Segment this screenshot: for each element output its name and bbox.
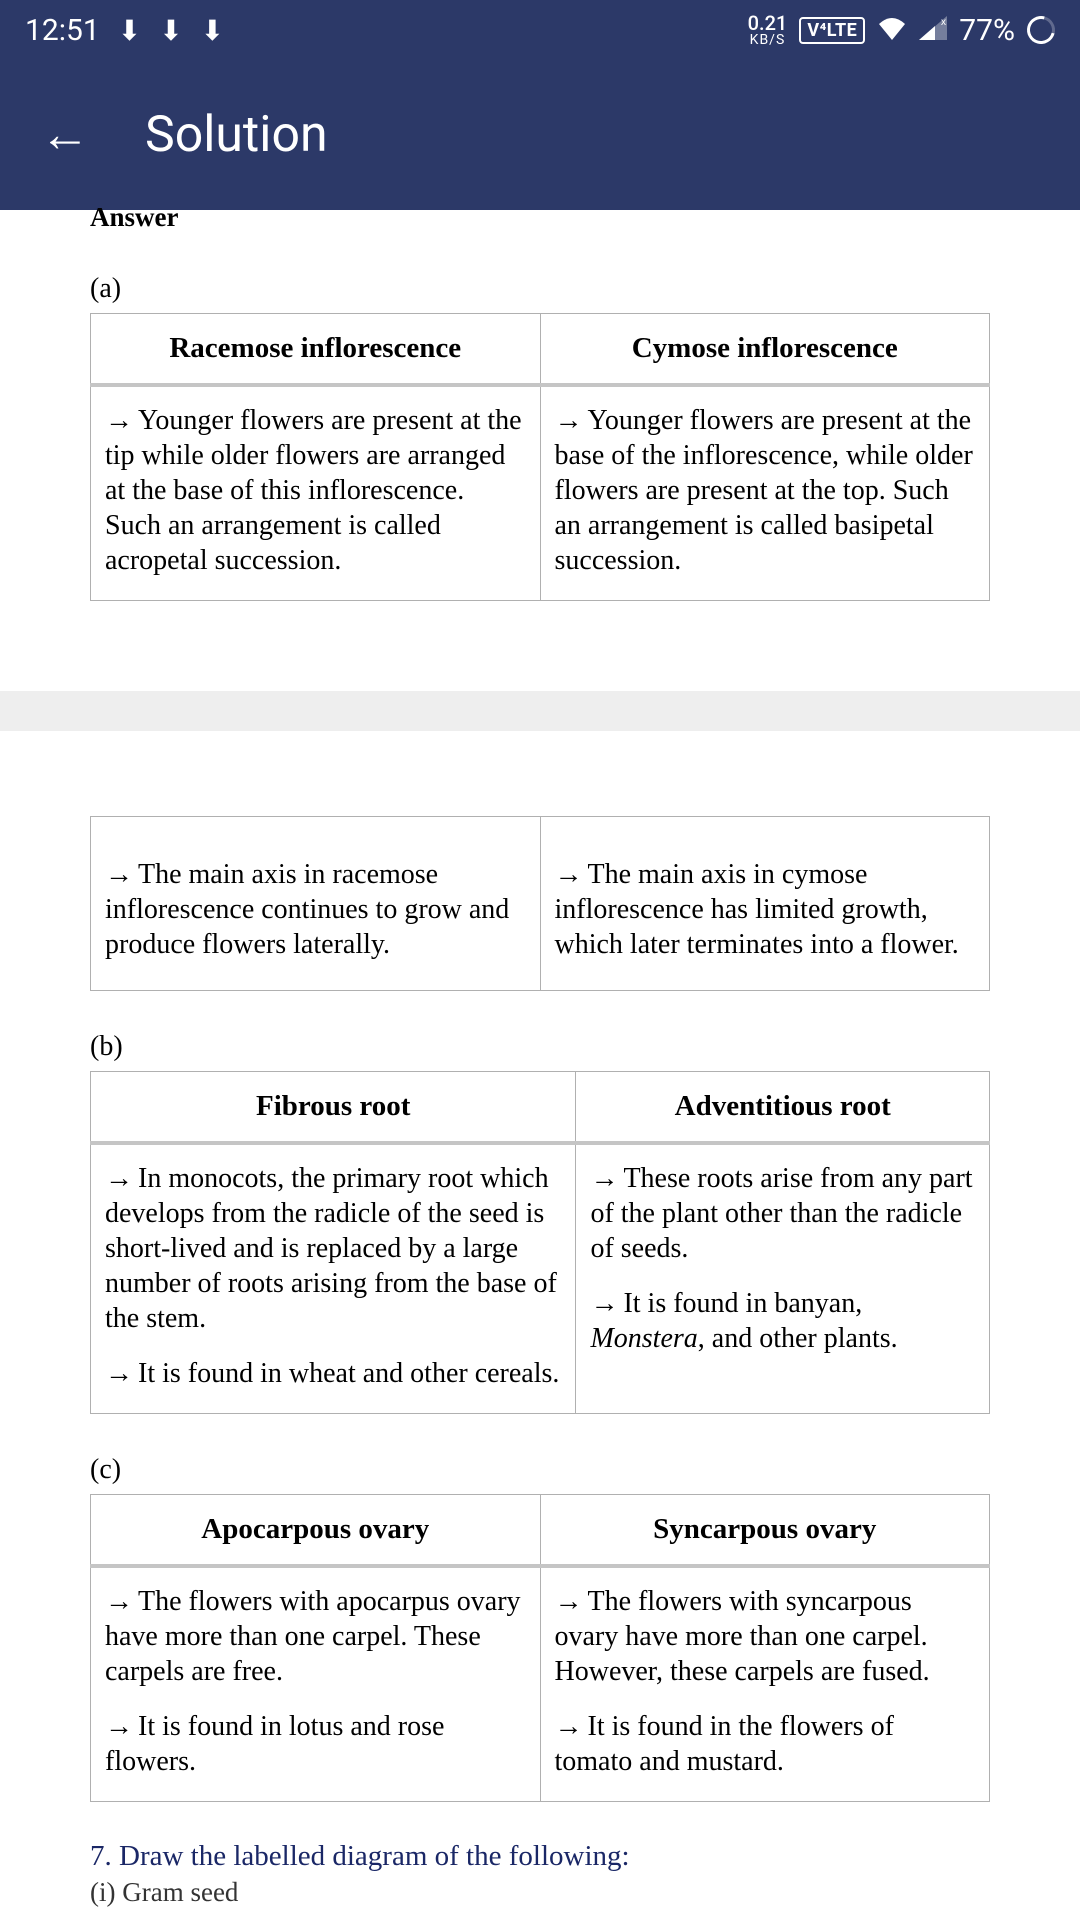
- question-7-text: 7. Draw the labelled diagram of the foll…: [0, 1840, 1080, 1873]
- point: → The main axis in cymose inflorescence …: [555, 857, 976, 962]
- point: → It is found in wheat and other cereals…: [105, 1356, 561, 1391]
- table-row: → The main axis in racemose inflorescenc…: [91, 817, 990, 991]
- table-a-cont-right: → The main axis in cymose inflorescence …: [540, 817, 990, 991]
- network-speed: 0.21 KB/S: [748, 13, 788, 47]
- table-c: Apocarpous ovary Syncarpous ovary → The …: [90, 1494, 990, 1802]
- table-a-header-left: Racemose inflorescence: [91, 314, 541, 386]
- table-b-header-right: Adventitious root: [576, 1072, 990, 1144]
- battery-percent: 77%: [959, 13, 1015, 48]
- download-icon: ⬇: [159, 14, 182, 47]
- table-b-cell-right: → These roots arise from any part of the…: [576, 1143, 990, 1414]
- section-c-label: (c): [0, 1454, 1080, 1486]
- answer-heading: Answer: [0, 202, 1080, 233]
- point: → It is found in lotus and rose flowers.: [105, 1709, 526, 1779]
- status-bar: 12:51 ⬇ ⬇ ⬇ 0.21 KB/S V⁴LTE x 77%: [0, 0, 1080, 60]
- italic-term: Monstera: [590, 1323, 697, 1354]
- signal-icon: x: [919, 13, 947, 48]
- table-a-cell-left: → Younger flowers are present at the tip…: [91, 385, 541, 601]
- table-row: Racemose inflorescence Cymose infloresce…: [91, 314, 990, 386]
- content-area: Answer (a) Racemose inflorescence Cymose…: [0, 202, 1080, 1908]
- table-c-header-left: Apocarpous ovary: [91, 1495, 541, 1567]
- table-row: → Younger flowers are present at the tip…: [91, 385, 990, 601]
- table-a-header-right: Cymose inflorescence: [540, 314, 990, 386]
- table-a-cont: → The main axis in racemose inflorescenc…: [90, 816, 990, 991]
- battery-ring-icon: [1022, 11, 1060, 49]
- point: → The flowers with apocarpus ovary have …: [105, 1584, 526, 1689]
- point: → These roots arise from any part of the…: [590, 1161, 975, 1266]
- point: → It is found in the flowers of tomato a…: [555, 1709, 976, 1779]
- status-left: 12:51 ⬇ ⬇ ⬇: [25, 13, 224, 48]
- table-row: Fibrous root Adventitious root: [91, 1072, 990, 1144]
- table-row: Apocarpous ovary Syncarpous ovary: [91, 1495, 990, 1567]
- table-c-cell-left: → The flowers with apocarpus ovary have …: [91, 1566, 541, 1802]
- volte-badge: V⁴LTE: [799, 17, 865, 44]
- wifi-icon: [877, 13, 907, 48]
- point: → Younger flowers are present at the tip…: [105, 403, 526, 578]
- table-a-cell-right: → Younger flowers are present at the bas…: [540, 385, 990, 601]
- section-a-label: (a): [0, 273, 1080, 305]
- table-row: → The flowers with apocarpus ovary have …: [91, 1566, 990, 1802]
- back-arrow-icon[interactable]: ←: [40, 110, 90, 160]
- app-bar: ← Solution: [0, 60, 1080, 210]
- download-icon: ⬇: [201, 14, 224, 47]
- table-b-header-left: Fibrous root: [91, 1072, 576, 1144]
- page-title: Solution: [145, 106, 328, 164]
- table-c-cell-right: → The flowers with syncarpous ovary have…: [540, 1566, 990, 1802]
- question-7-sub: (i) Gram seed: [0, 1877, 1080, 1908]
- table-a: Racemose inflorescence Cymose infloresce…: [90, 313, 990, 601]
- download-icon: ⬇: [118, 14, 141, 47]
- table-c-header-right: Syncarpous ovary: [540, 1495, 990, 1567]
- point: → The flowers with syncarpous ovary have…: [555, 1584, 976, 1689]
- table-row: → In monocots, the primary root which de…: [91, 1143, 990, 1414]
- point: → The main axis in racemose inflorescenc…: [105, 857, 526, 962]
- svg-text:x: x: [941, 17, 946, 28]
- point: → Younger flowers are present at the bas…: [555, 403, 976, 578]
- clock-text: 12:51: [25, 13, 100, 48]
- section-b-label: (b): [0, 1031, 1080, 1063]
- point: → In monocots, the primary root which de…: [105, 1161, 561, 1336]
- table-b-cell-left: → In monocots, the primary root which de…: [91, 1143, 576, 1414]
- point: → It is found in banyan, Monstera, and o…: [590, 1286, 975, 1356]
- table-a-cont-left: → The main axis in racemose inflorescenc…: [91, 817, 541, 991]
- table-b: Fibrous root Adventitious root → In mono…: [90, 1071, 990, 1414]
- status-right: 0.21 KB/S V⁴LTE x 77%: [748, 13, 1055, 48]
- section-divider: [0, 691, 1080, 731]
